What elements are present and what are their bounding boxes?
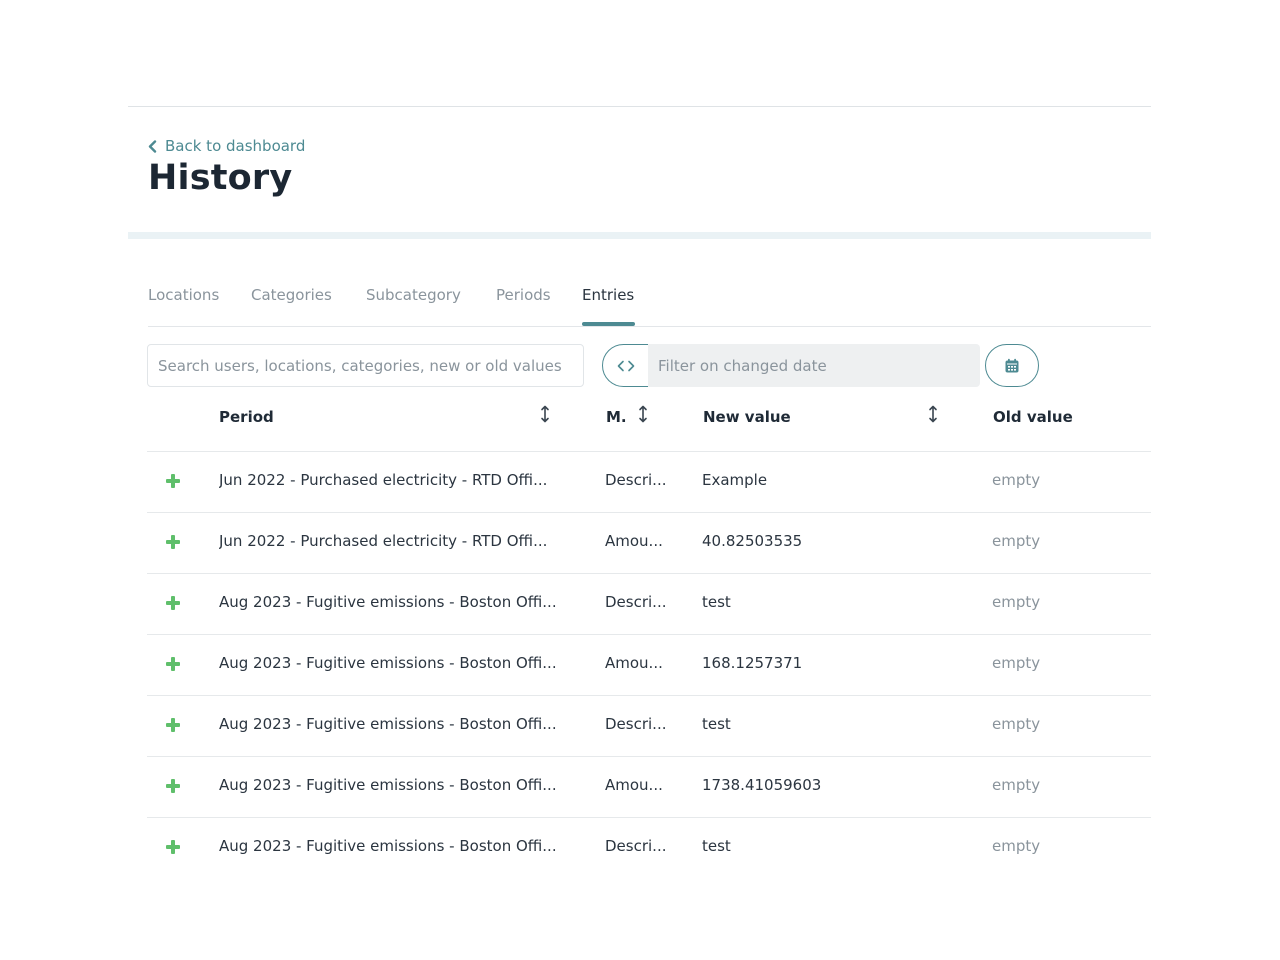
plus-icon[interactable]: [166, 718, 180, 732]
table-row: Jun 2022 - Purchased electricity - RTD O…: [147, 451, 1151, 512]
column-header-old-value: Old value: [993, 408, 1073, 426]
column-header-period: Period: [219, 408, 274, 426]
old-value-cell: empty: [992, 715, 1041, 733]
old-value-cell: empty: [992, 654, 1041, 672]
tab-periods[interactable]: Periods: [496, 286, 551, 304]
back-to-dashboard-link[interactable]: Back to dashboard: [148, 137, 305, 155]
calendar-button[interactable]: [985, 344, 1039, 387]
history-table-body: Jun 2022 - Purchased electricity - RTD O…: [147, 451, 1151, 878]
sort-period-icon[interactable]: [540, 405, 550, 423]
changed-date-filter-input[interactable]: [648, 344, 980, 387]
old-value-cell: empty: [992, 471, 1041, 489]
m-cell: Descri...: [605, 471, 667, 489]
section-divider-band: [128, 232, 1151, 239]
period-cell: Aug 2023 - Fugitive emissions - Boston O…: [219, 715, 557, 733]
plus-icon[interactable]: [166, 596, 180, 610]
table-row: Aug 2023 - Fugitive emissions - Boston O…: [147, 695, 1151, 756]
old-value-cell: empty: [992, 593, 1041, 611]
new-value-cell: test: [702, 715, 731, 733]
sort-m-icon[interactable]: [638, 405, 648, 423]
new-value-cell: Example: [702, 471, 768, 489]
chevron-left-icon: [148, 139, 157, 153]
tab-locations[interactable]: Locations: [148, 286, 220, 304]
date-filter-toggle-button[interactable]: [602, 344, 650, 387]
sort-new-value-icon[interactable]: [928, 405, 938, 423]
tab-categories[interactable]: Categories: [251, 286, 332, 304]
new-value-cell: 40.82503535: [702, 532, 803, 550]
search-input[interactable]: [147, 344, 584, 387]
new-value-cell: 1738.41059603: [702, 776, 822, 794]
period-cell: Jun 2022 - Purchased electricity - RTD O…: [219, 532, 548, 550]
plus-icon[interactable]: [166, 840, 180, 854]
plus-icon[interactable]: [166, 474, 180, 488]
old-value-cell: empty: [992, 837, 1041, 855]
new-value-cell: test: [702, 837, 731, 855]
tab-entries[interactable]: Entries: [582, 286, 635, 304]
plus-icon[interactable]: [166, 779, 180, 793]
code-brackets-icon: [617, 360, 635, 371]
table-row: Aug 2023 - Fugitive emissions - Boston O…: [147, 756, 1151, 817]
calendar-icon: [1005, 358, 1019, 372]
tab-subcategory[interactable]: Subcategory: [366, 286, 461, 304]
period-cell: Jun 2022 - Purchased electricity - RTD O…: [219, 471, 548, 489]
table-row: Jun 2022 - Purchased electricity - RTD O…: [147, 512, 1151, 573]
m-cell: Amou...: [605, 776, 663, 794]
m-cell: Descri...: [605, 715, 667, 733]
m-cell: Amou...: [605, 532, 663, 550]
plus-icon[interactable]: [166, 535, 180, 549]
new-value-cell: test: [702, 593, 731, 611]
m-cell: Descri...: [605, 593, 667, 611]
table-row: Aug 2023 - Fugitive emissions - Boston O…: [147, 573, 1151, 634]
plus-icon[interactable]: [166, 657, 180, 671]
old-value-cell: empty: [992, 776, 1041, 794]
period-cell: Aug 2023 - Fugitive emissions - Boston O…: [219, 776, 557, 794]
m-cell: Descri...: [605, 837, 667, 855]
active-tab-indicator: [582, 322, 635, 326]
table-row: Aug 2023 - Fugitive emissions - Boston O…: [147, 634, 1151, 695]
m-cell: Amou...: [605, 654, 663, 672]
header-divider: [128, 106, 1151, 107]
period-cell: Aug 2023 - Fugitive emissions - Boston O…: [219, 593, 557, 611]
column-header-new-value: New value: [703, 408, 791, 426]
period-cell: Aug 2023 - Fugitive emissions - Boston O…: [219, 837, 557, 855]
tab-bar: Locations Categories Subcategory Periods…: [148, 284, 1151, 327]
back-link-label: Back to dashboard: [165, 137, 306, 155]
column-header-m: M.: [606, 408, 627, 426]
new-value-cell: 168.1257371: [702, 654, 803, 672]
table-row: Aug 2023 - Fugitive emissions - Boston O…: [147, 817, 1151, 878]
page-title: History: [148, 158, 293, 198]
period-cell: Aug 2023 - Fugitive emissions - Boston O…: [219, 654, 557, 672]
old-value-cell: empty: [992, 532, 1041, 550]
